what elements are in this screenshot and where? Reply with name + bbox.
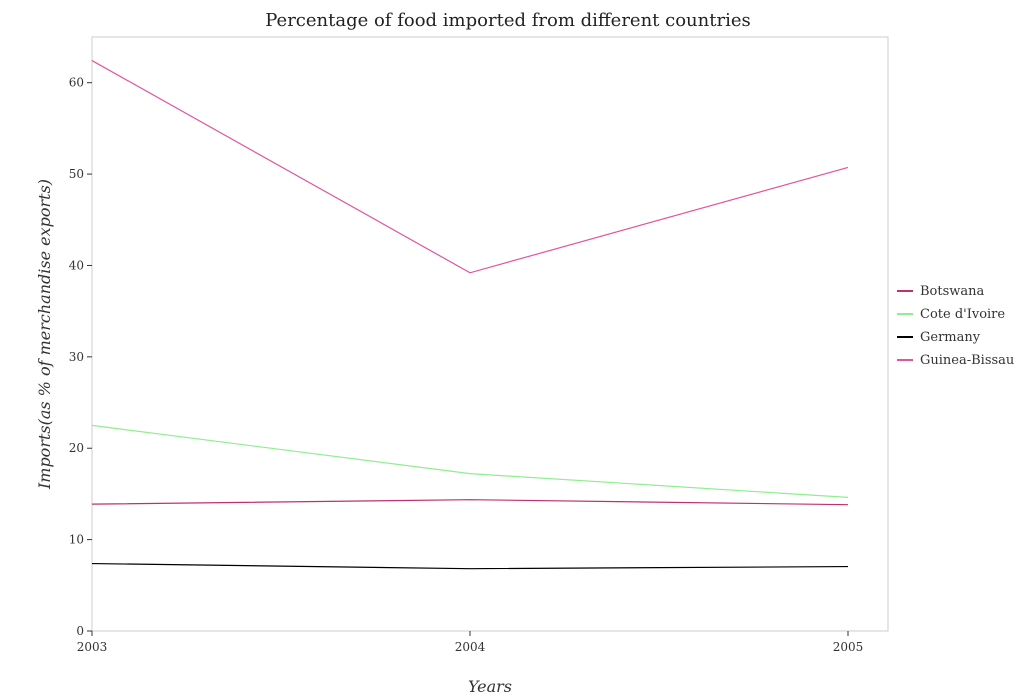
series-line-germany <box>91 562 849 570</box>
series-line-botswana <box>91 499 849 506</box>
y-tick-label: 0 <box>76 624 84 638</box>
y-tick-label: 40 <box>69 258 84 272</box>
x-tick-label: 2003 <box>77 640 108 654</box>
y-axis-label: Imports(as % of merchandise exports) <box>35 179 54 490</box>
legend-label: Botswana <box>920 284 985 299</box>
series-line-cote-d-ivoire <box>91 424 849 498</box>
y-tick-label: 10 <box>69 533 84 547</box>
y-tick-label: 20 <box>69 441 84 455</box>
x-tick-label: 2005 <box>833 640 864 654</box>
y-tick-label: 30 <box>69 350 84 364</box>
series-line-guinea-bissau <box>91 60 849 274</box>
series-lines <box>91 60 849 570</box>
x-axis-ticks: 2003 2004 2005 <box>77 631 864 654</box>
chart-title: Percentage of food imported from differe… <box>265 10 750 31</box>
x-axis-label: Years <box>468 677 512 696</box>
legend-label: Germany <box>920 330 981 345</box>
legend-label: Guinea-Bissau <box>920 353 1014 368</box>
y-axis-ticks: 0 10 20 30 40 50 60 <box>69 76 92 638</box>
y-tick-label: 50 <box>69 167 84 181</box>
plot-area <box>91 36 889 632</box>
legend-label: Cote d'Ivoire <box>920 307 1005 322</box>
x-tick-label: 2004 <box>455 640 486 654</box>
y-tick-label: 60 <box>69 76 84 90</box>
legend: Botswana Cote d'Ivoire Germany Guinea-Bissa… <box>897 284 1014 368</box>
